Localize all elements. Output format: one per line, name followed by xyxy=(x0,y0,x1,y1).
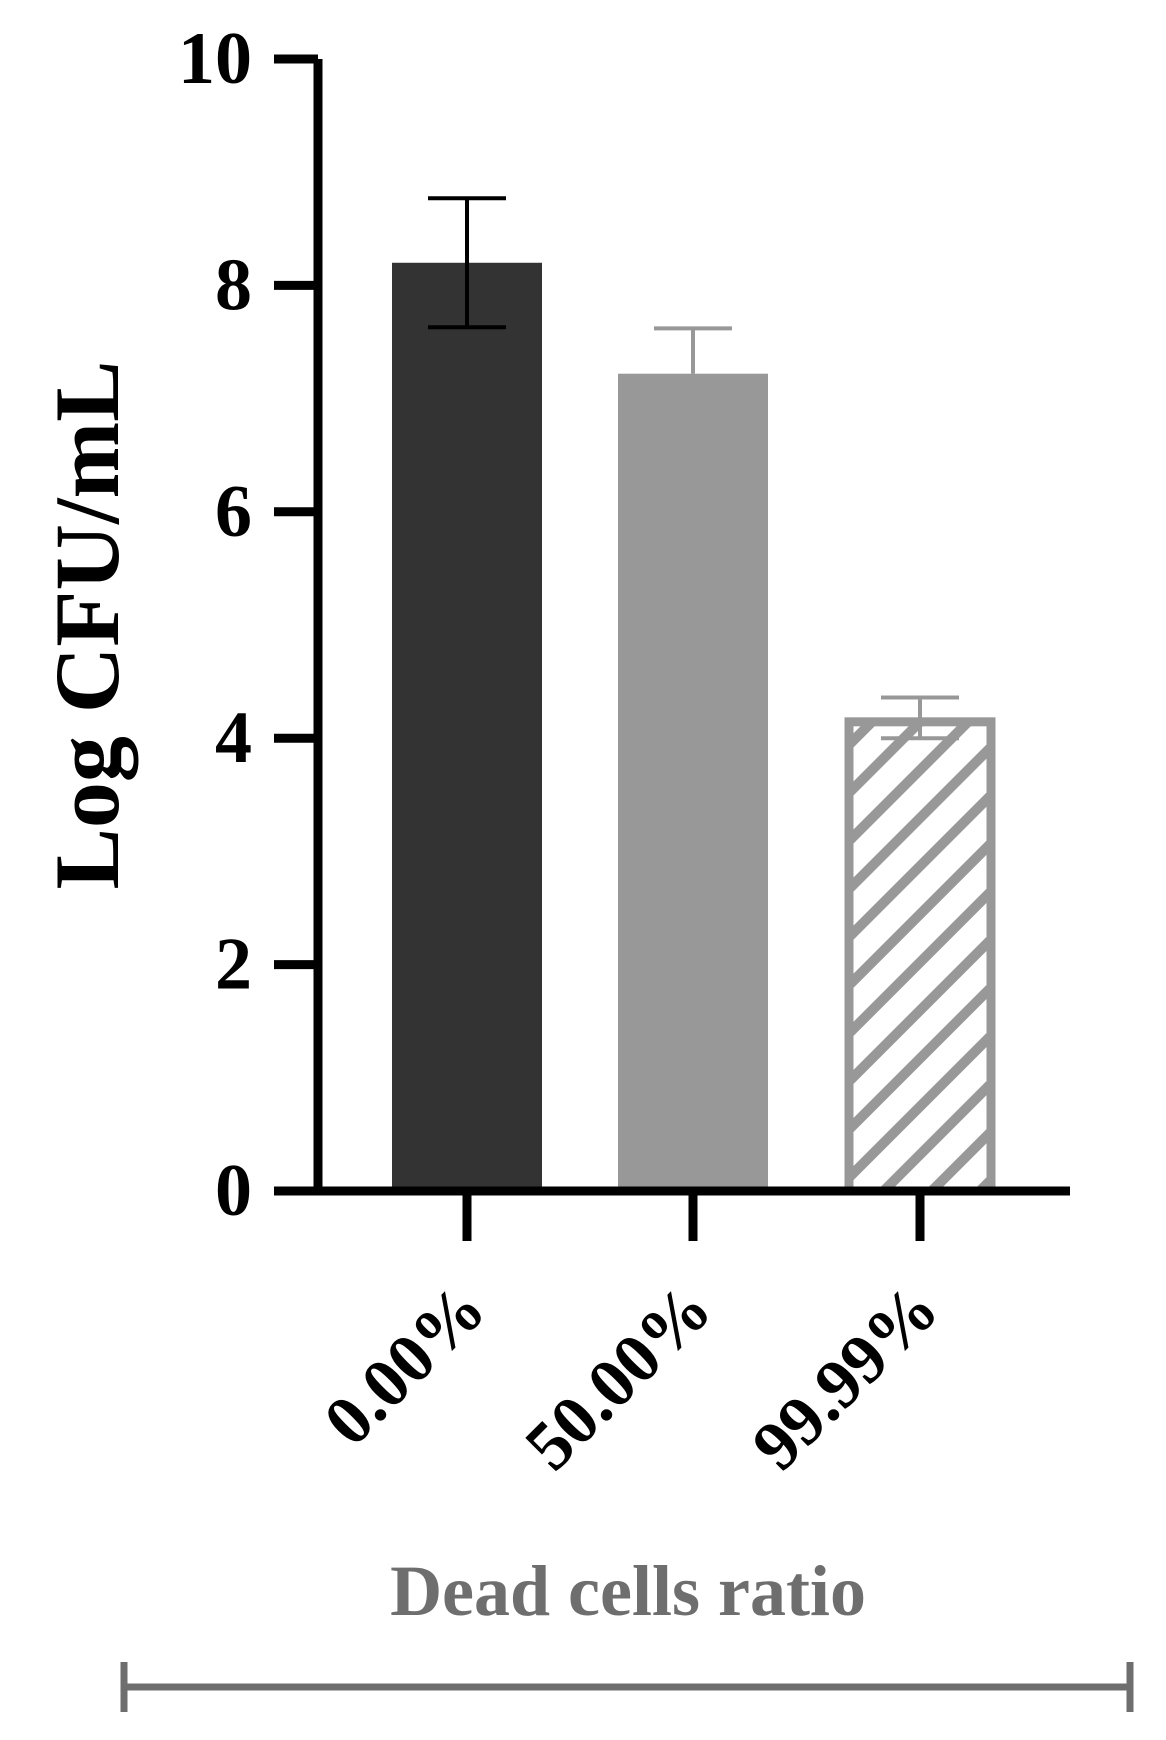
y-axis-title: Log CFU/mL xyxy=(36,361,138,890)
y-tick-label-0: 0 xyxy=(215,1150,252,1232)
y-tick-label-1: 2 xyxy=(215,924,252,1006)
x-tick-label-0: 0.00% xyxy=(310,1270,501,1461)
error-bar-1 xyxy=(654,326,732,374)
error-bars-layer xyxy=(428,196,959,741)
x-tick-label-1: 50.00% xyxy=(511,1270,726,1485)
y-ticks-layer: 0 2 4 6 8 10 xyxy=(178,18,318,1232)
group-bracket xyxy=(120,1662,1134,1712)
x-tick-label-2: 99.99% xyxy=(738,1270,953,1485)
bar-2 xyxy=(844,717,996,1196)
y-tick-label-4: 8 xyxy=(215,244,252,326)
bars-layer xyxy=(392,262,996,1196)
x-ticks-layer: 0.00% 50.00% 99.99% xyxy=(310,1191,953,1485)
bar-0 xyxy=(392,262,542,1191)
error-bar-0 xyxy=(428,196,506,330)
y-tick-label-2: 4 xyxy=(215,697,252,779)
bar-1 xyxy=(618,373,768,1191)
y-tick-label-5: 10 xyxy=(178,18,252,100)
y-tick-label-3: 6 xyxy=(215,471,252,553)
x-axis-title: Dead cells ratio xyxy=(390,1551,866,1631)
error-bar-2 xyxy=(881,695,959,741)
